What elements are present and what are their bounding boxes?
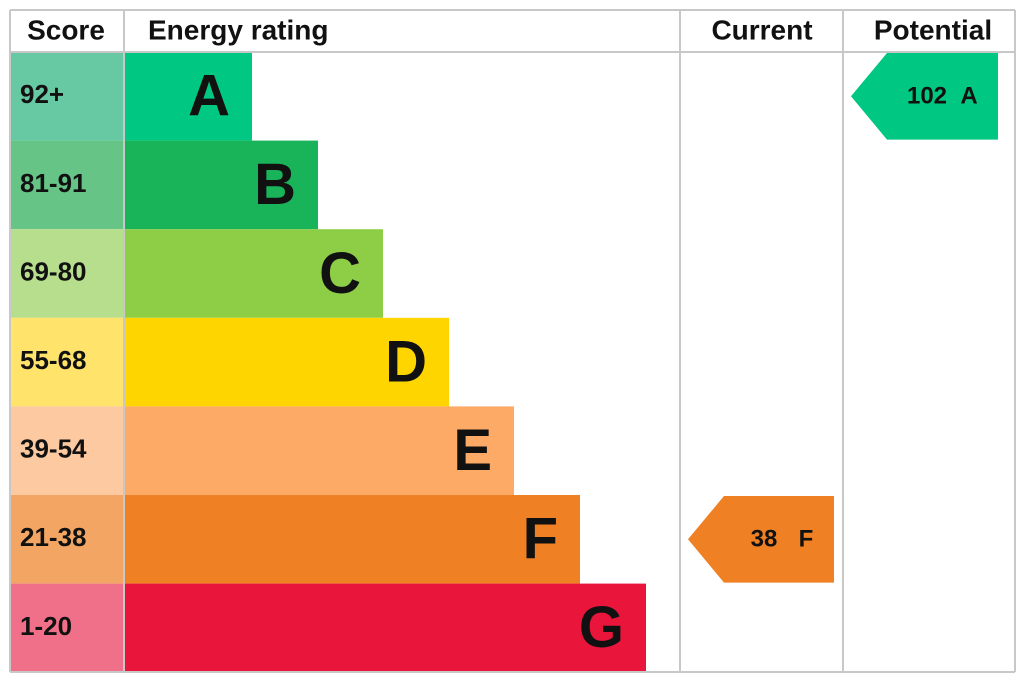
header-rating: Energy rating: [148, 14, 328, 45]
score-cell: [10, 317, 124, 407]
rating-bar: [124, 140, 318, 230]
rating-bar: [124, 229, 383, 318]
score-label: 81-91: [20, 168, 87, 198]
rating-bar: [124, 317, 449, 407]
score-label: 69-80: [20, 256, 87, 286]
score-cell: [10, 406, 124, 495]
potential-value: 102: [907, 83, 947, 110]
rating-bar: [124, 406, 514, 495]
potential-letter: A: [960, 83, 977, 110]
rating-bar: [124, 583, 646, 673]
current-letter: F: [799, 526, 814, 553]
rating-letter: G: [579, 595, 624, 660]
rating-letter: C: [319, 241, 361, 306]
rating-letter: A: [188, 64, 230, 129]
score-cell: [10, 140, 124, 230]
score-cell: [10, 52, 124, 141]
rating-bar: [124, 52, 252, 141]
potential-arrow: [851, 53, 998, 140]
current-value: 38: [751, 526, 778, 553]
score-cell: [10, 229, 124, 318]
score-cell: [10, 495, 124, 584]
score-label: 39-54: [20, 434, 87, 464]
header-score: Score: [27, 14, 105, 45]
current-arrow: [688, 496, 834, 583]
score-cell: [10, 583, 124, 673]
score-label: 92+: [20, 79, 64, 109]
rating-bar: [124, 495, 580, 584]
score-label: 1-20: [20, 611, 72, 641]
rating-letter: E: [453, 418, 492, 483]
score-label: 21-38: [20, 522, 87, 552]
rating-letter: F: [523, 507, 558, 572]
rating-letter: B: [254, 152, 296, 217]
rating-letter: D: [385, 329, 427, 394]
header-potential: Potential: [874, 14, 992, 45]
score-label: 55-68: [20, 345, 87, 375]
header-current: Current: [711, 14, 812, 45]
